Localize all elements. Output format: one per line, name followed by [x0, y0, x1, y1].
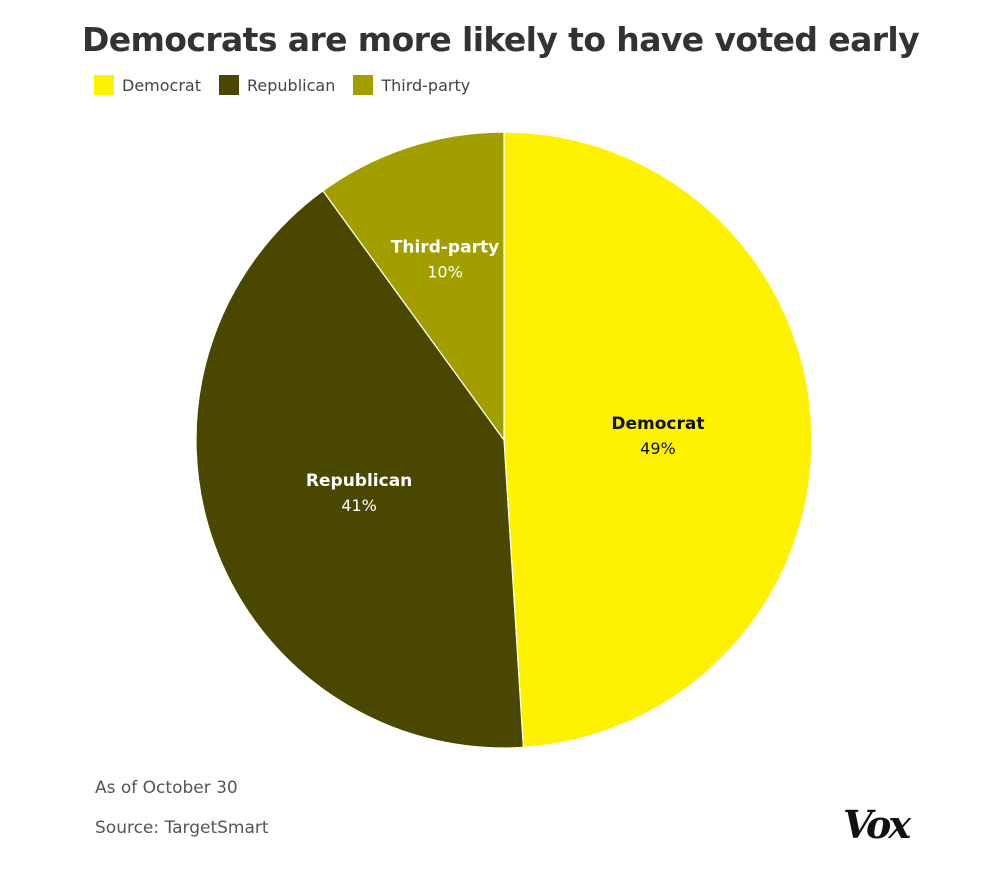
slice-value-republican: 41%: [341, 496, 377, 515]
slice-label-democrat: Democrat: [611, 414, 704, 434]
slice-label-third-party: Third-party: [391, 237, 499, 257]
source-note: Source: TargetSmart: [95, 818, 269, 838]
legend-swatch-democrat: [94, 75, 114, 95]
pie-slice-democrat: [503, 131, 813, 749]
as-of-note: As of October 30: [95, 778, 238, 798]
pie-slice-third-party: [322, 131, 505, 442]
legend-label-republican: Republican: [247, 75, 336, 95]
legend-label-democrat: Democrat: [122, 75, 201, 95]
legend-swatch-third-party: [353, 75, 374, 95]
vox-logo: Vox: [843, 802, 911, 847]
legend-item-republican: Republican: [219, 75, 335, 95]
legend-item-third-party: Third-party: [353, 75, 470, 95]
legend-swatch-republican: [219, 75, 239, 95]
legend-item-democrat: Democrat: [94, 75, 201, 95]
slice-value-democrat: 49%: [640, 439, 676, 458]
chart-title: Democrats are more likely to have voted …: [81, 20, 920, 59]
pie-slice-republican: [195, 189, 524, 749]
chart-legend: Democrat Republican Third-party: [94, 74, 488, 96]
slice-value-third-party: 10%: [427, 262, 463, 281]
slice-label-republican: Republican: [306, 471, 412, 491]
legend-label-third-party: Third-party: [381, 75, 471, 95]
